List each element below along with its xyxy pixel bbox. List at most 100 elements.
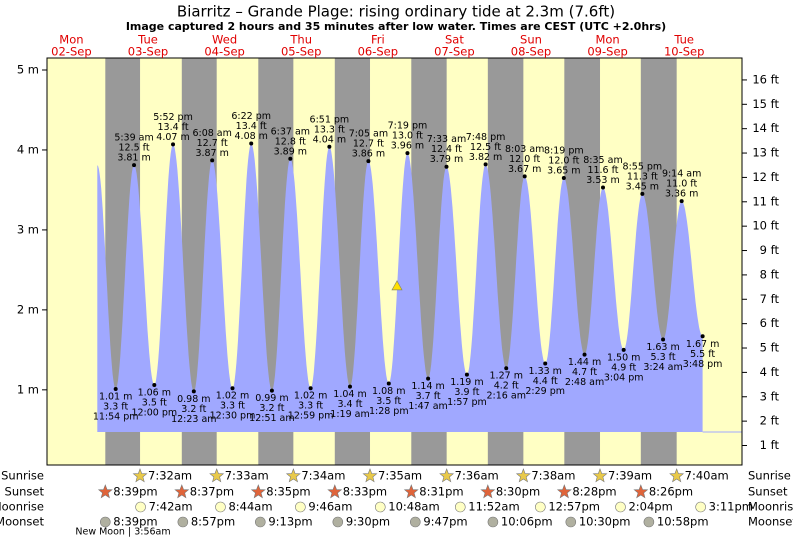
moonrise-time: 8:44am [228, 500, 272, 514]
high-tide-dot [366, 159, 371, 164]
moonrise-time: 7:42am [149, 500, 193, 514]
tide-m-label: 4.08 m [235, 131, 268, 142]
low-tide-dot [700, 334, 705, 339]
tide-ft-label: 3.7 ft [416, 391, 441, 402]
sunrise-icon [439, 468, 455, 483]
row-label-left: Sunrise [1, 469, 44, 483]
y2-tick-label: 6 ft [760, 316, 780, 330]
tide-time: 6:22 pm [231, 111, 271, 122]
sunset-time: 8:37pm [190, 485, 234, 499]
moonset-icon [332, 516, 344, 528]
day-date: 10-Sep [664, 45, 704, 59]
low-tide-dot [308, 386, 313, 391]
tide-time: 8:03 am [505, 144, 544, 155]
tide-m-label: 4.04 m [313, 134, 346, 145]
tide-m-label: 3.67 m [508, 164, 541, 175]
row-label-left: Moonrise [0, 500, 44, 514]
row-label-left: Sunset [5, 485, 45, 499]
tide-ft-label: 4.7 ft [572, 367, 597, 378]
sunrise-icon [209, 468, 225, 483]
tide-ft-label: 12.7 ft [353, 139, 384, 150]
tide-ft-label: 12.4 ft [431, 144, 462, 155]
moonset-icon [565, 516, 577, 528]
row-label-right: Sunrise [748, 469, 791, 483]
high-tide-dot [249, 141, 254, 146]
low-tide-dot [152, 383, 157, 388]
sunrise-icon [362, 468, 378, 483]
tide-time: 1:28 pm [369, 406, 409, 417]
tide-m-label: 1.04 m [333, 389, 366, 400]
tide-ft-label: 11.0 ft [666, 179, 697, 190]
moonrise-icon [454, 501, 466, 513]
tide-m-label: 1.44 m [568, 357, 601, 368]
tide-m-label: 3.89 m [274, 146, 307, 157]
tide-m-label: 3.87 m [195, 148, 228, 159]
sunset-time: 8:28pm [572, 485, 616, 499]
moon-phase: New Moon | 3:56am [75, 527, 170, 538]
moonrise-time: 9:46am [308, 500, 352, 514]
sunrise-icon [132, 468, 148, 483]
moonset-time: 10:30pm [579, 515, 631, 529]
y2-tick-label: 14 ft [752, 121, 779, 135]
tide-time: 8:35 am [583, 155, 622, 166]
sunset-time: 8:26pm [649, 485, 693, 499]
row-label-right: Sunset [748, 485, 788, 499]
tide-time: 2:48 am [565, 377, 604, 388]
sunrise-time: 7:38am [531, 469, 575, 483]
sunset-icon [327, 484, 343, 499]
tide-m-label: 3.96 m [391, 141, 424, 152]
moonrise-icon [135, 501, 146, 513]
sunrise-time: 7:36am [455, 469, 499, 483]
y2-tick-label: 3 ft [760, 389, 780, 403]
y2-tick-label: 15 ft [752, 97, 779, 111]
tide-ft-label: 12.7 ft [197, 138, 228, 149]
tide-ft-label: 3.3 ft [103, 402, 128, 413]
tide-ft-label: 12.0 ft [548, 155, 579, 166]
moonrise-icon [535, 501, 546, 513]
high-tide-dot [327, 144, 332, 149]
tide-m-label: 1.06 m [138, 388, 171, 399]
tide-ft-label: 3.9 ft [454, 387, 479, 398]
moonrise-time: 11:52am [468, 500, 519, 514]
y2-tick-label: 16 ft [752, 72, 779, 86]
tide-time: 12:30 pm [210, 411, 256, 422]
day-name: Sat [445, 33, 464, 47]
tide-ft-label: 12.5 ft [118, 143, 149, 154]
moonset-icon [643, 516, 655, 528]
tide-ft-label: 12.0 ft [509, 154, 540, 165]
tide-m-label: 1.02 m [294, 391, 327, 402]
chart-title: Biarritz – Grande Plage: rising ordinary… [177, 3, 615, 21]
moonset-icon [487, 516, 499, 528]
moonrise-time: 3:11pm [709, 500, 753, 514]
day-name: Mon [595, 33, 619, 47]
low-tide-dot [269, 388, 274, 393]
low-tide-dot [113, 387, 118, 392]
tide-m-label: 1.33 m [529, 366, 562, 377]
moonset-time: 10:06pm [501, 515, 553, 529]
tide-m-label: 4.07 m [156, 132, 189, 143]
tide-ft-label: 3.3 ft [298, 401, 323, 412]
y2-tick-label: 11 ft [752, 194, 779, 208]
low-tide-dot [348, 384, 353, 389]
moonset-time: 9:47pm [423, 515, 467, 529]
tide-ft-label: 13.4 ft [157, 122, 188, 133]
tide-ft-label: 3.5 ft [376, 396, 401, 407]
tide-time: 3:24 am [643, 362, 682, 373]
tide-m-label: 3.86 m [352, 149, 385, 160]
day-date: 05-Sep [281, 45, 321, 59]
sunset-icon [250, 484, 266, 499]
tide-time: 9:14 am [662, 169, 701, 180]
tide-time: 6:08 am [192, 128, 231, 139]
tide-time: 12:51 am [249, 413, 294, 424]
tide-time: 5:52 pm [153, 112, 193, 123]
tide-time: 12:23 am [171, 414, 216, 425]
y-tick-label: 2 m [17, 302, 39, 316]
high-tide-dot [132, 163, 137, 168]
y2-tick-label: 5 ft [760, 341, 780, 355]
current-level [391, 280, 403, 291]
tide-time: 6:51 pm [310, 114, 350, 125]
tide-ft-label: 13.0 ft [392, 131, 423, 142]
row-label-right: Moonrise [748, 500, 793, 514]
sunrise-icon [592, 468, 608, 483]
